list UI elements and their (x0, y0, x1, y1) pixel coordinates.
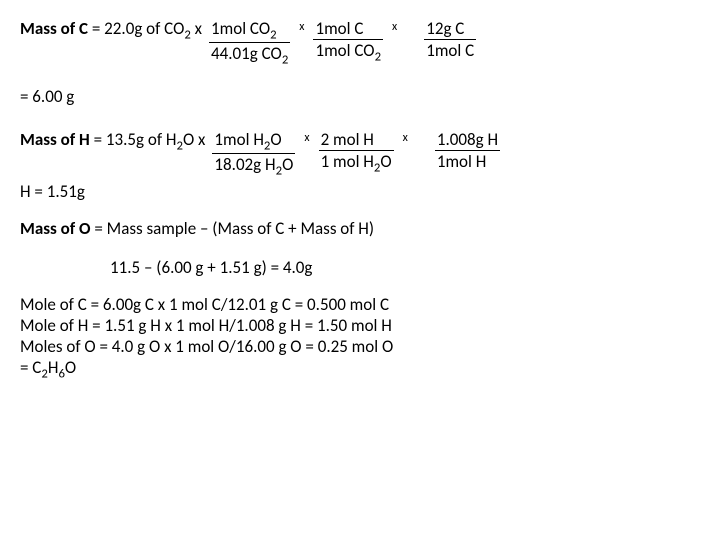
times-op-4: x (403, 131, 408, 145)
mass-c-f1n-sub: 2 (270, 27, 276, 42)
mass-h-f1n: 1mol H (214, 129, 264, 150)
mass-c-result-text: = 6.00 g (20, 86, 74, 107)
mass-of-o-block: Mass of O = Mass sample – (Mass of C + M… (20, 218, 700, 278)
mass-h-lead: Mass of H = 13.5g of H2O x (20, 129, 205, 153)
mass-h-f3d: 1mol H (435, 151, 500, 172)
times-op-2: x (392, 20, 397, 34)
mass-o-expr: = Mass sample – (Mass of C + Mass of H) (91, 218, 375, 239)
mole-c: Mole of C = 6.00g C x 1 mol C/12.01 g C … (20, 294, 700, 315)
mass-h-f1d2: O (282, 154, 293, 175)
mass-h-result-text: H = 1.51g (20, 181, 85, 202)
mass-of-c-block: Mass of C = 22.0g of CO2 x 1mol CO2 44.0… (20, 18, 700, 68)
mass-c-lead: Mass of C = 22.0g of CO2 x (20, 18, 202, 42)
mass-h-label: Mass of H (20, 129, 90, 150)
mass-h-f2d: 1 mol H (321, 151, 374, 172)
mass-c-frac3: 12g C 1mol C (424, 18, 476, 61)
mass-o-line: Mass of O = Mass sample – (Mass of C + M… (20, 218, 700, 239)
mass-h-f2n: 2 mol H (319, 129, 394, 151)
mass-h-f1n2: O (270, 129, 281, 150)
mass-h-frac2: 2 mol H 1 mol H2O (319, 129, 394, 175)
mass-c-f3d: 1mol C (424, 40, 476, 61)
empirical-formula: = C2H6O (20, 357, 700, 381)
mass-h-result: H = 1.51g (20, 181, 700, 202)
mass-h-frac1: 1mol H2O 18.02g H2O (212, 129, 295, 179)
mass-c-lead2: x (191, 18, 202, 39)
mass-h-lead2: O x (183, 129, 205, 150)
mass-o-label: Mass of O (20, 218, 91, 239)
mass-h-frac3: 1.008g H 1mol H (435, 129, 500, 172)
mass-of-h-block: Mass of H = 13.5g of H2O x 1mol H2O 18.0… (20, 129, 700, 202)
mass-h-f3n: 1.008g H (435, 129, 500, 151)
formula-mid: H (48, 357, 59, 378)
mass-c-f2n: 1mol C (313, 18, 383, 40)
mass-c-f2d-sub: 2 (375, 49, 381, 64)
mass-c-f1d-sub: 2 (282, 53, 288, 68)
times-op-3: x (304, 131, 309, 145)
moles-block: Mole of C = 6.00g C x 1 mol C/12.01 g C … (20, 294, 700, 381)
mass-c-frac2: 1mol C 1mol CO2 (313, 18, 383, 64)
mass-o-calc: 11.5 – (6.00 g + 1.51 g) = 4.0g (110, 257, 700, 278)
times-op-1: x (299, 20, 304, 34)
mass-h-lead-text: = 13.5g of H (90, 129, 177, 150)
mass-c-label: Mass of C (20, 18, 88, 39)
mass-of-c-line: Mass of C = 22.0g of CO2 x 1mol CO2 44.0… (20, 18, 700, 68)
mass-h-f1d: 18.02g H (214, 154, 275, 175)
formula-pre: = C (20, 357, 41, 378)
mass-c-f3n: 12g C (424, 18, 476, 40)
mass-c-f1n: 1mol CO (211, 18, 270, 39)
mole-o: Moles of O = 4.0 g O x 1 mol O/16.00 g O… (20, 336, 700, 357)
mass-c-frac1: 1mol CO2 44.01g CO2 (209, 18, 290, 68)
mole-h: Mole of H = 1.51 g H x 1 mol H/1.008 g H… (20, 315, 700, 336)
mass-h-f2d2: O (380, 151, 391, 172)
mass-c-result: = 6.00 g (20, 86, 700, 107)
mass-c-f2d: 1mol CO (315, 40, 374, 61)
mass-c-lead-text: = 22.0g of CO (88, 18, 184, 39)
mass-of-h-line: Mass of H = 13.5g of H2O x 1mol H2O 18.0… (20, 129, 700, 179)
mass-c-f1d: 44.01g CO (211, 43, 282, 64)
formula-end: O (65, 357, 76, 378)
